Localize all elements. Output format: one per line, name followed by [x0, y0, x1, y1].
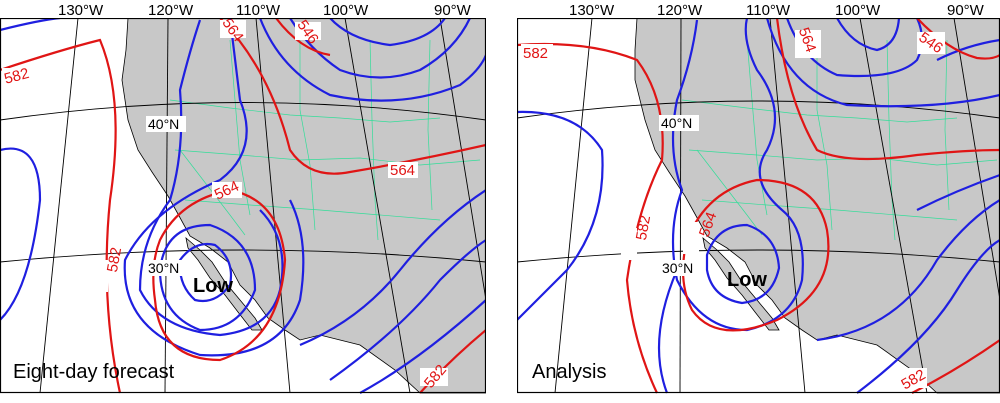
north-america-land [121, 17, 486, 394]
analysis-map: 582 564 546 582 564 582 40°N 30°N Low 13… [517, 0, 1000, 403]
map-frame [0, 17, 486, 394]
lon-label-120: 120°W [657, 2, 703, 19]
lon-label-110: 110°W [236, 2, 281, 19]
analysis-panel: 582 564 546 582 564 582 40°N 30°N Low 13… [517, 0, 1000, 403]
lat-label-40: 40°N [148, 116, 179, 132]
lon-label-100: 100°W [835, 2, 881, 19]
low-label: Low [727, 269, 767, 291]
graticule [0, 17, 486, 394]
lon-label-130: 130°W [569, 2, 615, 19]
lon-label-90: 90°W [434, 2, 472, 19]
panel-caption: Analysis [532, 361, 606, 383]
contour-label: 582 [104, 246, 125, 274]
graticule [517, 17, 1000, 394]
lon-label-110: 110°W [746, 2, 791, 19]
lat-label-40: 40°N [661, 115, 692, 131]
lon-label-90: 90°W [947, 2, 985, 19]
lon-label-130: 130°W [58, 2, 104, 19]
forecast-map: 582 564 546 564 564 582 582 40°N 30°N Lo… [0, 0, 486, 403]
low-label: Low [193, 275, 233, 297]
contour-label: 564 [390, 162, 415, 179]
state-borders [169, 39, 481, 241]
lat-label-30: 30°N [662, 260, 693, 276]
red-contours [517, 17, 1000, 394]
forecast-panel: 582 564 546 564 564 582 582 40°N 30°N Lo… [0, 0, 486, 403]
lon-label-120: 120°W [148, 2, 194, 19]
lat-label-30: 30°N [148, 260, 179, 276]
panel-caption: Eight-day forecast [13, 361, 175, 383]
lon-label-100: 100°W [323, 2, 369, 19]
baja-peninsula [185, 236, 263, 331]
contour-label: 582 [523, 45, 548, 62]
state-borders [681, 39, 998, 241]
contour-label: 582 [633, 214, 654, 242]
contour-label: 582 [2, 65, 31, 88]
baja-peninsula [702, 236, 780, 331]
